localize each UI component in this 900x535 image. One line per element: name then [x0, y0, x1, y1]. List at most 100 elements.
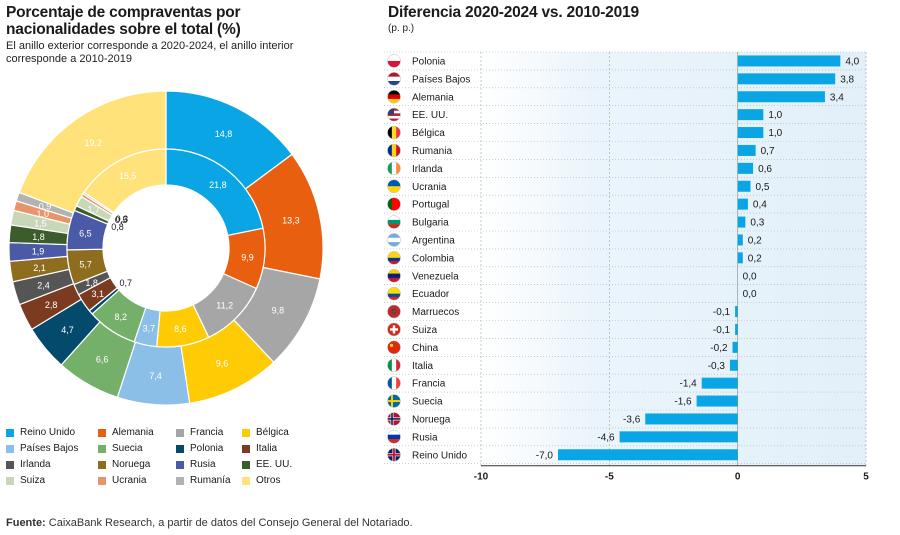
bar-polonia: [737, 55, 841, 67]
legend-label-reino-unido: Reino Unido: [20, 427, 76, 438]
flag-china-icon: [387, 340, 401, 355]
bar-x-tick-label: 0: [735, 472, 741, 483]
legend-item-polonia: Polonia: [176, 443, 223, 454]
bar-value-label-belgica: 1,0: [768, 128, 782, 139]
flag-poland-icon: [387, 54, 401, 68]
bar-category-label-portugal: Portugal: [412, 200, 449, 211]
legend-label-rumania: Rumanía: [190, 475, 231, 486]
bar-value-label-bulgaria: 0,3: [750, 218, 764, 229]
bar-ee-uu: [737, 109, 764, 121]
bar-category-label-paises-bajos: Países Bajos: [412, 74, 470, 85]
source-note: Fuente: CaixaBank Research, a partir de …: [6, 517, 413, 529]
bar-category-label-rumania: Rumania: [412, 146, 452, 157]
donut-inner-label-noruega: 5,7: [79, 260, 92, 270]
legend-item-rumania: Rumanía: [176, 475, 231, 486]
legend-item-noruega: Noruega: [98, 459, 150, 470]
legend-item-alemania: Alemania: [98, 427, 154, 438]
bar-category-label-noruega: Noruega: [412, 414, 451, 425]
legend-label-alemania: Alemania: [112, 427, 154, 438]
bar-value-label-polonia: 4,0: [845, 56, 859, 67]
flag-italy-icon: [387, 358, 401, 372]
legend-label-polonia: Polonia: [190, 443, 224, 454]
legend-item-belgica: Bélgica: [242, 427, 289, 438]
bar-argentina: [737, 234, 743, 246]
flag-germany-icon: [387, 90, 401, 104]
bar-value-label-ee-uu: 1,0: [768, 110, 782, 121]
legend-item-irlanda: Irlanda: [6, 459, 51, 470]
bar-china: [732, 341, 738, 353]
bar-value-label-rumania: 0,7: [761, 146, 775, 157]
bar-category-label-ee-uu: EE. UU.: [412, 110, 448, 121]
bar-category-label-reino-unido: Reino Unido: [412, 450, 467, 461]
legend-item-otros: Otros: [242, 475, 280, 486]
legend-swatch-francia: [176, 428, 184, 437]
legend-swatch-italia: [242, 444, 250, 453]
donut-outer-label-alemania: 13,3: [282, 216, 300, 226]
bar-bulgaria: [737, 216, 746, 228]
bar-value-label-argentina: 0,2: [748, 235, 762, 246]
legend-swatch-ucrania: [98, 476, 106, 485]
bar-value-label-paises-bajos: 3,8: [840, 74, 854, 85]
donut-inner-label-irlanda: 1,8: [85, 278, 98, 288]
donut-inner-label-italia: 3,1: [91, 289, 104, 299]
bar-category-label-francia: Francia: [412, 379, 446, 390]
bar-ucrania: [737, 180, 751, 192]
bar-category-label-china: China: [412, 343, 439, 354]
bar-category-label-polonia: Polonia: [412, 56, 446, 67]
legend-item-rusia: Rusia: [176, 459, 216, 470]
bar-category-label-ecuador: Ecuador: [412, 289, 450, 300]
flag-portugal-icon: [387, 197, 401, 211]
donut-inner-label-reino-unido: 21,8: [209, 180, 227, 190]
flag-belgium-icon: [387, 125, 401, 140]
donut-outer-label-reino-unido: 14,8: [215, 129, 233, 139]
flag-ecuador-icon: [387, 286, 401, 301]
donut-chart-subtitle: El anillo exterior corresponde a 2020-20…: [6, 40, 294, 65]
flag-venezuela-icon: [387, 269, 401, 283]
donut-inner-label-rumania: 0,3: [116, 214, 129, 224]
flag-russia-icon: [387, 430, 401, 444]
legend-swatch-irlanda: [6, 460, 14, 469]
flag-sweden-icon: [387, 394, 401, 408]
bar-value-label-alemania: 3,4: [830, 92, 844, 103]
bar-category-label-ucrania: Ucrania: [412, 182, 447, 193]
donut-outer-label-otros: 19,2: [84, 138, 102, 148]
bar-category-label-argentina: Argentina: [412, 235, 455, 246]
flag-argentina-icon: [387, 233, 401, 247]
legend-item-ucrania: Ucrania: [98, 475, 146, 486]
bar-x-tick-label: -5: [605, 472, 614, 483]
legend-item-reino-unido: Reino Unido: [6, 427, 75, 438]
donut-inner-label-paises-bajos: 3,7: [143, 324, 156, 334]
bar-value-label-irlanda: 0,6: [758, 164, 772, 175]
donut-outer-label-suecia: 6,6: [96, 354, 109, 364]
bar-value-label-rusia: -4,6: [597, 432, 615, 443]
legend-label-suiza: Suiza: [20, 475, 46, 486]
bar-x-tick-label: 5: [863, 472, 869, 483]
legend-swatch-ee-uu: [242, 460, 250, 469]
legend-label-otros: Otros: [256, 475, 281, 486]
legend-swatch-rumania: [176, 476, 184, 485]
bar-rusia: [619, 431, 738, 443]
donut-outer-label-italia: 2,8: [45, 300, 58, 310]
donut-inner-label-alemania: 9,9: [241, 252, 254, 262]
legend-label-ee-uu: EE. UU.: [256, 459, 293, 470]
legend-label-ucrania: Ucrania: [112, 475, 147, 486]
donut-inner-label-ee-uu: 0,8: [111, 222, 124, 232]
bar-category-label-colombia: Colombia: [412, 253, 455, 264]
donut-outer-label-belgica: 9,6: [216, 359, 229, 369]
legend-item-suiza: Suiza: [6, 475, 45, 486]
bar-value-label-venezuela: 0,0: [743, 271, 757, 282]
donut-chart-title: Porcentaje de compraventas por nacionali…: [6, 4, 241, 38]
donut-inner-label-rusia: 6,5: [79, 228, 92, 238]
donut-outer-label-rumania: 0,9: [39, 202, 52, 212]
donut-inner-label-ucrania: 0,5: [115, 215, 128, 225]
legend-swatch-polonia: [176, 444, 184, 453]
legend-label-francia: Francia: [190, 427, 224, 438]
flag-colombia-icon: [387, 251, 401, 265]
legend-item-suecia: Suecia: [98, 443, 143, 454]
flag-france-icon: [387, 376, 401, 390]
legend-item-francia: Francia: [176, 427, 223, 438]
bar-rumania: [737, 144, 756, 156]
flag-morocco-icon: [387, 304, 401, 319]
donut-outer-label-polonia: 4,7: [61, 325, 74, 335]
